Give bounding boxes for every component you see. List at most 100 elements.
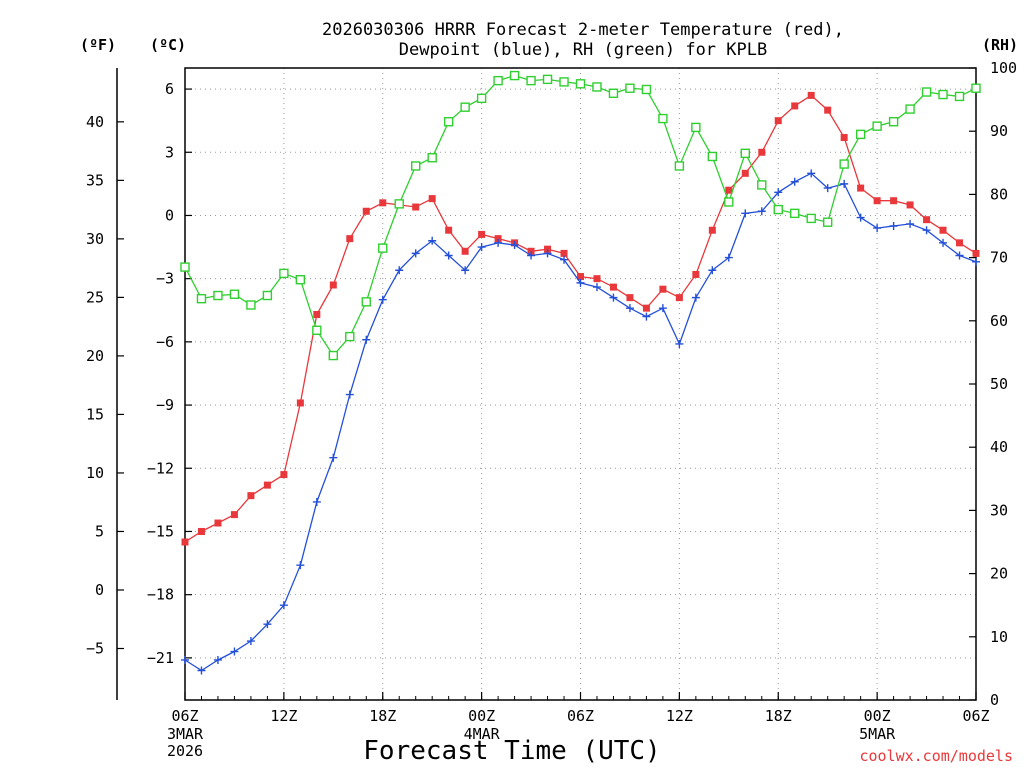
- temperature-point: [494, 235, 502, 243]
- dewpoint-point: [576, 278, 585, 287]
- dewpoint-point: [757, 207, 766, 216]
- fahrenheit-tick-label: 5: [95, 522, 104, 540]
- temperature-point: [725, 186, 733, 194]
- rh-point: [361, 297, 371, 307]
- temperature-point: [445, 226, 453, 234]
- dewpoint-point: [444, 251, 453, 260]
- celsius-tick-label: −9: [156, 396, 174, 414]
- rh-point: [559, 77, 569, 87]
- celsius-tick-label: 0: [165, 206, 174, 224]
- x-axis-label: Forecast Time (UTC): [363, 736, 660, 766]
- dewpoint-point: [395, 266, 404, 275]
- temperature-point: [263, 481, 271, 489]
- temperature-point: [791, 102, 799, 110]
- x-tick-label: 00Z: [864, 707, 891, 725]
- x-tick-label: 18Z: [369, 707, 396, 725]
- dewpoint-point: [279, 601, 288, 610]
- fahrenheit-tick-label: 40: [86, 113, 104, 131]
- dewpoint-point: [724, 253, 733, 262]
- dewpoint-point: [329, 453, 338, 462]
- dewpoint-point: [213, 655, 222, 664]
- dewpoint-point: [658, 304, 667, 313]
- dewpoint-point: [428, 236, 437, 245]
- rh-point: [509, 70, 520, 81]
- dewpoint-point: [675, 339, 684, 348]
- rh-point: [411, 161, 421, 171]
- rh-point: [493, 75, 503, 86]
- fahrenheit-tick-label: −5: [86, 640, 104, 658]
- rh-point: [542, 74, 553, 85]
- dewpoint-point: [939, 238, 948, 247]
- dewpoint-point: [312, 497, 321, 506]
- temperature-point: [379, 199, 387, 207]
- dewpoint-point: [411, 249, 420, 258]
- dewpoint-point: [181, 655, 189, 664]
- rh-point: [888, 117, 899, 127]
- rh-point: [872, 121, 882, 131]
- celsius-tick-label: 6: [165, 80, 174, 98]
- temperature-point: [544, 245, 552, 253]
- chart-title-line2: Dewpoint (blue), RH (green) for KPLB: [399, 40, 767, 60]
- temperature-point: [478, 230, 486, 238]
- rh-point: [394, 199, 404, 209]
- temperature-point: [741, 169, 749, 177]
- temperature-point: [313, 310, 321, 318]
- fahrenheit-tick-label: 15: [86, 405, 104, 423]
- dewpoint-point: [856, 213, 865, 222]
- data-series: [180, 70, 981, 675]
- celsius-tick-label: −21: [147, 649, 174, 667]
- dewpoint-point: [543, 249, 552, 258]
- rh-point: [658, 113, 668, 124]
- temperature-point: [461, 247, 469, 255]
- rh-point: [905, 104, 915, 114]
- rh-tick-label: 80: [990, 185, 1008, 203]
- rh-point: [855, 129, 866, 140]
- rh-point: [740, 148, 750, 159]
- temperature-point: [577, 273, 584, 281]
- dewpoint-point: [560, 255, 569, 264]
- temperature-point: [609, 283, 617, 291]
- dewpoint-point: [823, 184, 832, 193]
- rh-point: [806, 213, 816, 224]
- fahrenheit-tick-label: 30: [86, 230, 104, 248]
- temperature-point: [428, 195, 436, 203]
- chart-title: 2026030306 HRRR Forecast 2-meter Tempera…: [322, 20, 844, 40]
- temperature-point: [346, 235, 354, 243]
- temperature-point: [840, 134, 848, 142]
- dewpoint-point: [708, 266, 717, 275]
- dewpoint-point: [197, 666, 206, 675]
- temperature-point: [906, 201, 914, 209]
- x-tick-label: 06Z: [962, 707, 989, 725]
- temperature-point: [362, 207, 370, 215]
- temperature-point: [857, 184, 865, 192]
- temperature-point: [675, 294, 683, 302]
- rh-tick-label: 90: [990, 122, 1008, 140]
- temperature-point: [708, 226, 716, 234]
- dewpoint-point: [889, 222, 898, 230]
- rh-point: [378, 243, 388, 253]
- temperature-point: [642, 304, 650, 312]
- temperature-point: [247, 492, 255, 500]
- fahrenheit-tick-label: 35: [86, 171, 104, 189]
- x-date-label: 3MAR: [167, 725, 204, 743]
- dewpoint-point: [477, 243, 486, 252]
- celsius-unit-label: (ºC): [150, 36, 186, 54]
- temperature-point: [527, 247, 535, 255]
- temperature-point: [593, 275, 601, 283]
- temperature-point: [692, 270, 700, 278]
- x-tick-label: 12Z: [666, 707, 693, 725]
- rh-point: [674, 161, 685, 171]
- rh-unit-label: (RH): [982, 36, 1018, 54]
- rh-point: [295, 275, 306, 285]
- fahrenheit-tick-label: 25: [86, 288, 104, 306]
- temperature-point: [412, 203, 420, 211]
- temperature-point: [956, 239, 964, 247]
- rh-tick-label: 60: [990, 312, 1008, 330]
- dewpoint-point: [972, 257, 980, 266]
- rh-point: [213, 290, 223, 301]
- rh-point: [262, 290, 273, 301]
- rh-point: [608, 88, 619, 98]
- dewpoint-point: [807, 169, 816, 178]
- rh-point: [773, 204, 783, 215]
